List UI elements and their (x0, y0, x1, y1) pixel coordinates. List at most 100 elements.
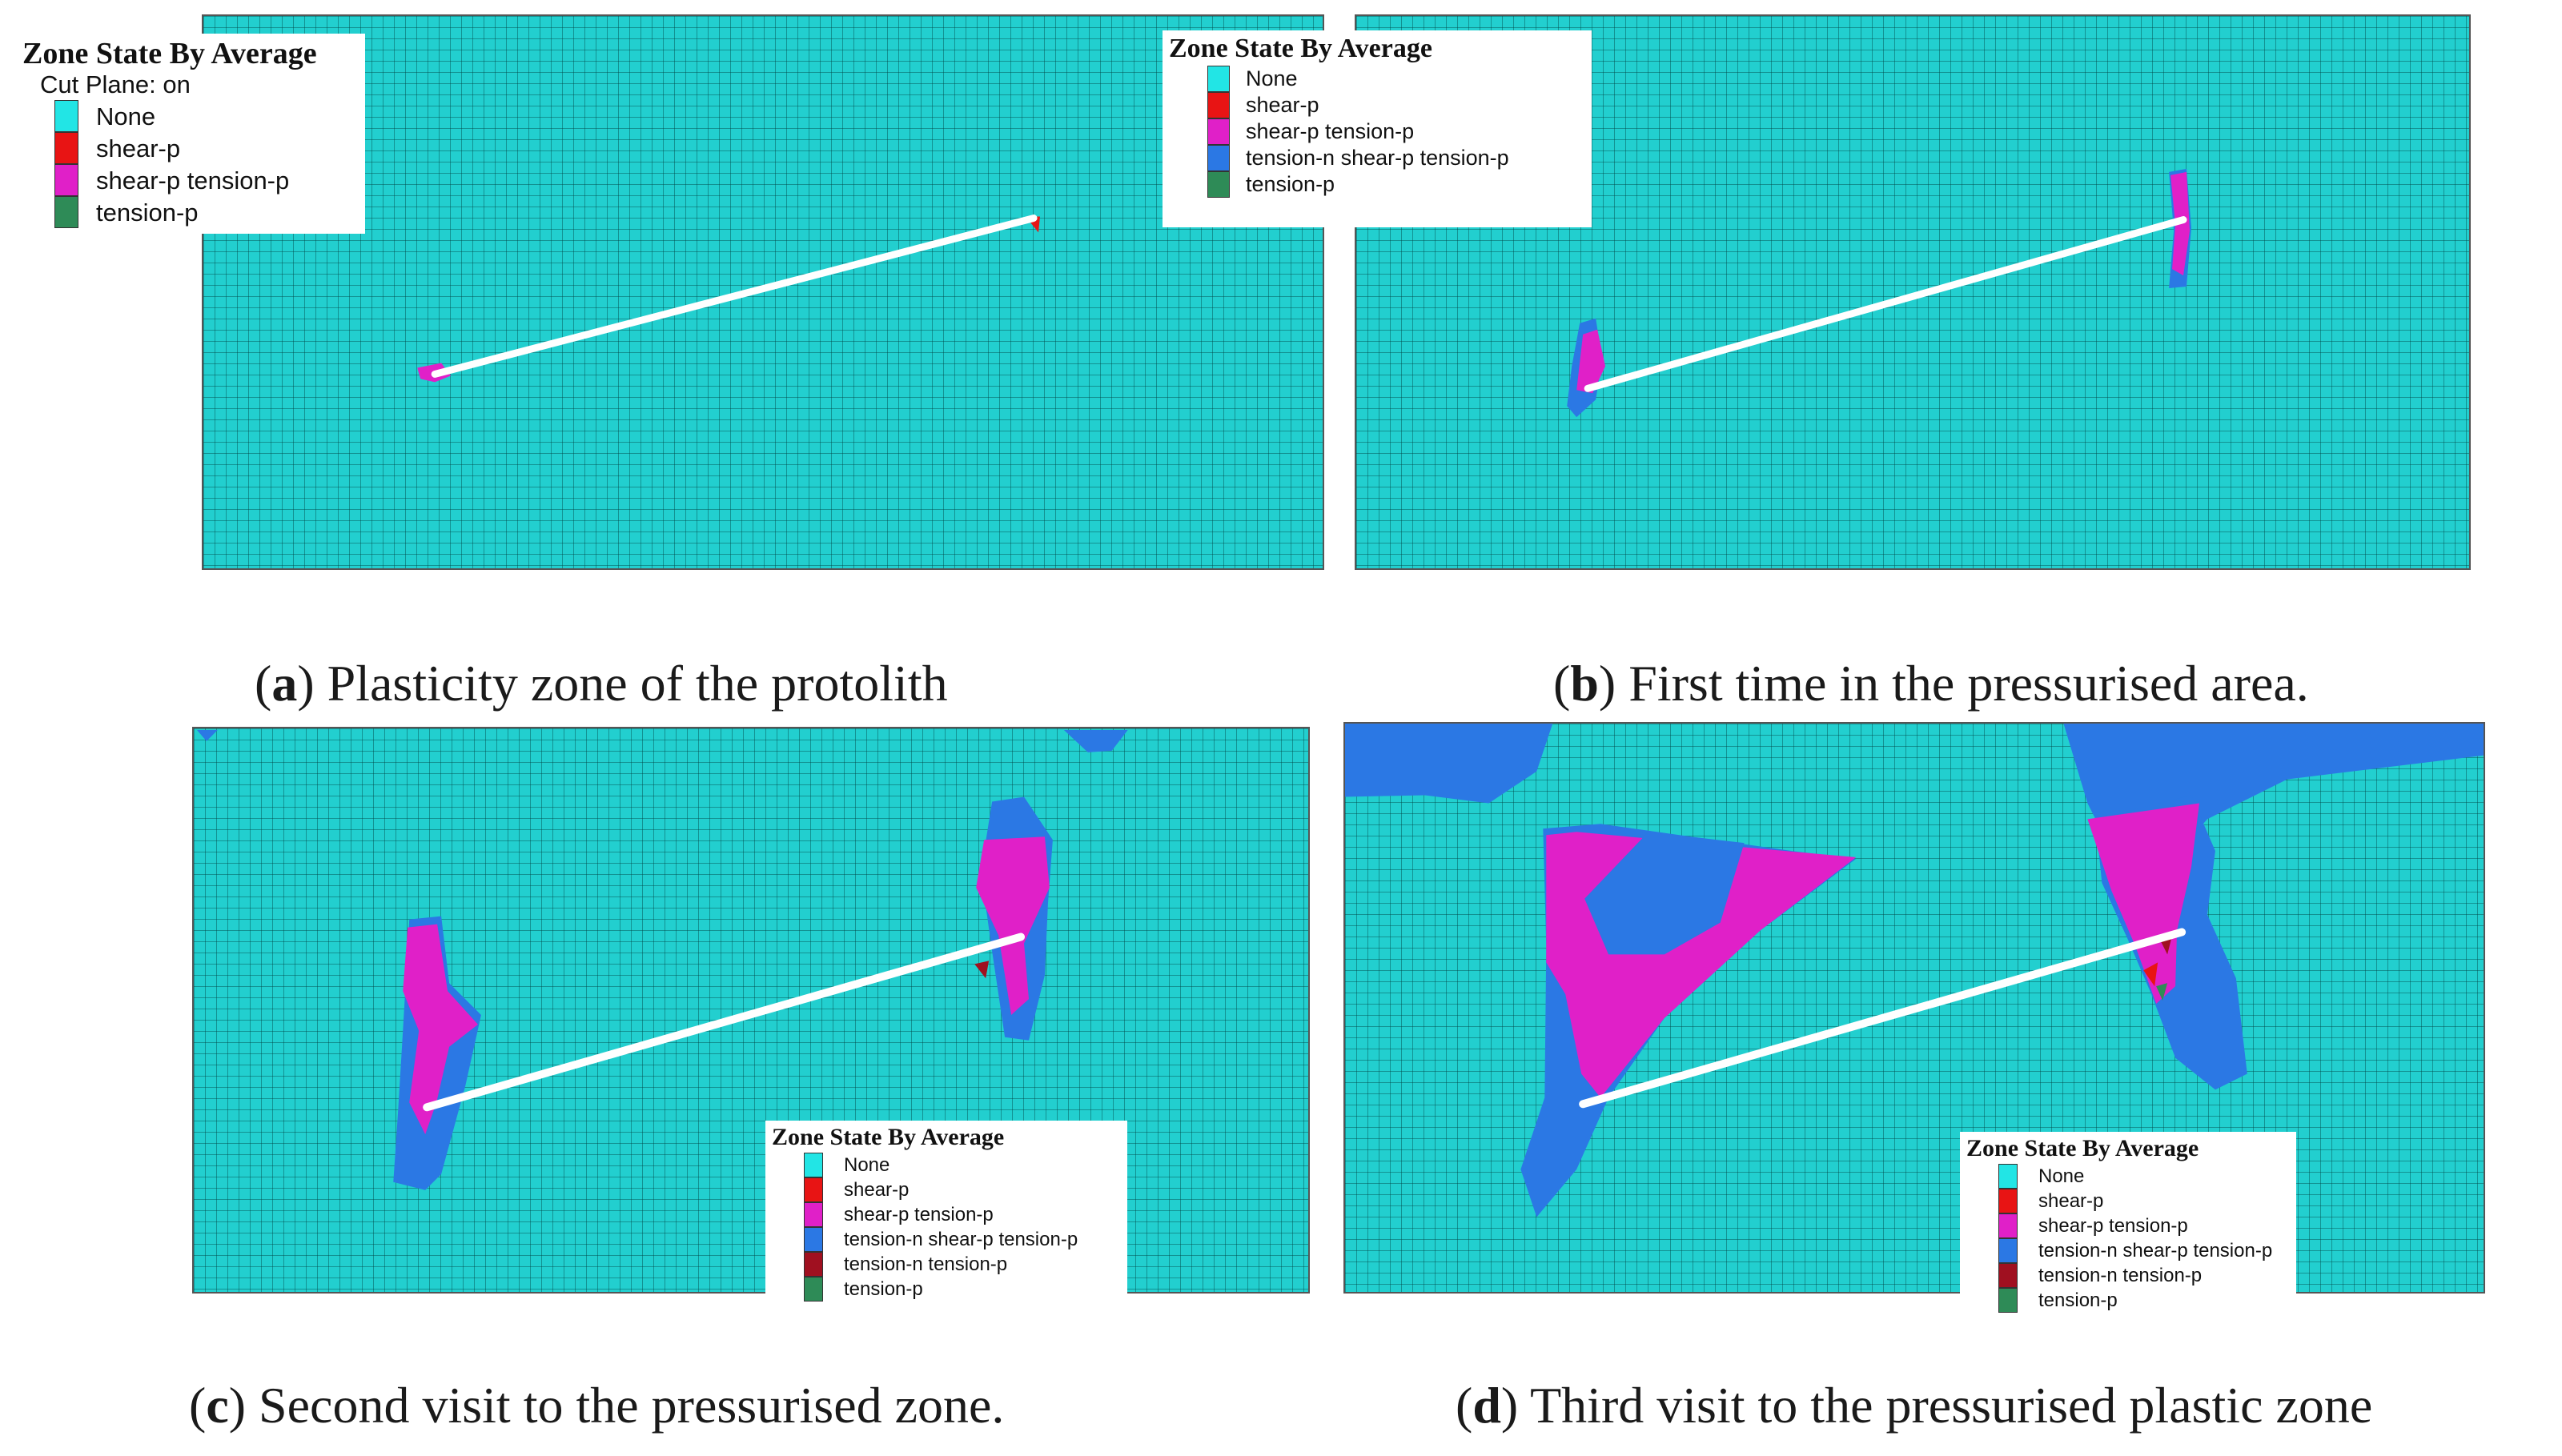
legend-item: tension-n tension-p (804, 1252, 1121, 1277)
legend-label: tension-p (1246, 172, 1335, 196)
tunnel-line-d (1579, 928, 2187, 1109)
caption-text: First time in the pressurised area. (1628, 655, 2309, 712)
legend-item: shear-p (804, 1177, 1121, 1202)
legend-item: shear-p (1998, 1189, 2290, 1213)
zone-shear-tension-right-d (2087, 803, 2199, 1005)
zone-shear-right-d (2143, 962, 2158, 987)
legend-swatch (1998, 1288, 2018, 1313)
legend-swatch (804, 1277, 823, 1302)
legend-swatch (804, 1252, 823, 1277)
legend-label: None (96, 102, 156, 130)
legend-label: shear-p tension-p (1246, 119, 1415, 143)
plastic-zone-plot-d (1345, 724, 2484, 1217)
legend-subtitle: Cut Plane: on (40, 70, 191, 98)
caption-text: Second visit to the pressurised zone. (259, 1377, 1005, 1434)
legend-swatch (1207, 66, 1230, 92)
legend-title: Zone State By Average (22, 37, 317, 70)
zone-tension-shear-left-inner-d (1584, 832, 1745, 955)
legend-swatch (1207, 171, 1230, 198)
legend-label: None (2038, 1165, 2085, 1187)
legend-label: tension-n shear-p tension-p (844, 1228, 1078, 1250)
legend-label: tension-n shear-p tension-p (1246, 146, 1509, 170)
caption-a: (a) Plasticity zone of the protolith (255, 655, 948, 712)
plastic-zone-plot-b (1567, 168, 2191, 418)
caption-letter: b (1570, 655, 1599, 712)
caption-b: (b) First time in the pressurised area. (1553, 655, 2309, 712)
tunnel-line-c (423, 933, 1026, 1112)
legend-items: None shear-p shear-p tension-p tension-n sh… (1966, 1164, 2290, 1313)
legend-label: shear-p tension-p (96, 166, 290, 195)
legend-panel-a: Zone State By Average Cut Plane: on None… (16, 34, 365, 234)
legend-swatch (1998, 1213, 2018, 1238)
legend-label: tension-n shear-p tension-p (2038, 1239, 2273, 1261)
legend-title: Zone State By Average (1966, 1135, 2199, 1161)
legend-label: tension-p (844, 1278, 923, 1300)
legend-swatch (1998, 1238, 2018, 1263)
legend-item: tension-p (54, 196, 359, 228)
legend-label: shear-p (844, 1178, 910, 1201)
legend-item: None (1207, 66, 1585, 92)
legend-swatch (1998, 1263, 2018, 1288)
legend-item: shear-p tension-p (804, 1202, 1121, 1227)
legend-label: tension-n tension-p (844, 1253, 1008, 1275)
tunnel-line-b (1584, 216, 2187, 392)
caption-text: Plasticity zone of the protolith (327, 655, 948, 712)
legend-label: shear-p (1246, 93, 1319, 117)
legend-swatch (1207, 118, 1230, 145)
legend-swatch (54, 164, 78, 196)
zone-tension-n-tension-right-c (974, 961, 990, 979)
zone-shear-tension-left-b (1576, 329, 1606, 394)
caption-text: Third visit to the pressurised plastic z… (1530, 1377, 2373, 1434)
caption-letter: c (206, 1377, 229, 1434)
legend-item: None (1998, 1164, 2290, 1189)
legend-swatch (1998, 1189, 2018, 1213)
legend-item: shear-p tension-p (1998, 1213, 2290, 1238)
legend-label: shear-p (2038, 1189, 2104, 1212)
caption-d: (d) Third visit to the pressurised plast… (1456, 1377, 2373, 1434)
zone-shear-tension-left-c (403, 924, 478, 1135)
zone-tension-p-right-d (2156, 983, 2168, 1001)
legend-title: Zone State By Average (772, 1124, 1005, 1150)
legend-label: shear-p tension-p (844, 1203, 994, 1225)
legend-item: None (804, 1153, 1121, 1177)
legend-items: None shear-p shear-p tension-p tension-n sh… (772, 1153, 1121, 1302)
legend-label: tension-p (2038, 1289, 2118, 1311)
legend-swatch (804, 1153, 823, 1177)
zone-tension-shear-top-right-c (1063, 729, 1128, 752)
legend-swatch (54, 132, 78, 164)
legend-item: shear-p tension-p (1207, 118, 1585, 145)
legend-swatch (1998, 1164, 2018, 1189)
legend-item: tension-n tension-p (1998, 1263, 2290, 1288)
legend-item: tension-p (1998, 1288, 2290, 1313)
legend-panel-d: Zone State By Average None shear-p shear-p… (1960, 1132, 2296, 1321)
legend-items: None shear-p shear-p tension-p tension-n sh… (1169, 66, 1585, 198)
legend-item: None (54, 100, 359, 132)
tunnel-line-a (431, 215, 1038, 378)
zone-tension-shear-top-left-c (196, 729, 218, 741)
zone-tension-shear-top-left-d (1345, 724, 1553, 804)
caption-letter: d (1472, 1377, 1501, 1434)
legend-label: shear-p (96, 134, 181, 162)
legend-swatch (54, 100, 78, 132)
legend-panel-b: Zone State By Average None shear-p shear-p… (1163, 30, 1592, 227)
legend-items: None shear-p shear-p tension-p tension-p (22, 100, 359, 228)
legend-swatch (1207, 92, 1230, 118)
legend-item: shear-p (54, 132, 359, 164)
caption-letter: a (271, 655, 298, 712)
legend-swatch (804, 1227, 823, 1252)
legend-item: shear-p tension-p (54, 164, 359, 196)
legend-title: Zone State By Average (1169, 34, 1432, 63)
legend-swatch (804, 1177, 823, 1202)
caption-c: (c) Second visit to the pressurised zone… (189, 1377, 1005, 1434)
mesh-panel-d (1343, 722, 2485, 1294)
legend-label: None (844, 1153, 890, 1176)
legend-label: tension-n tension-p (2038, 1264, 2203, 1286)
legend-label: tension-p (96, 198, 199, 227)
legend-item: shear-p (1207, 92, 1585, 118)
zone-shear-tension-right-c (976, 836, 1050, 1015)
mesh-panel-c (192, 727, 1310, 1294)
legend-item: tension-p (804, 1277, 1121, 1302)
mesh-panel-a (202, 14, 1324, 570)
plastic-zone-plot-a (417, 215, 1041, 383)
legend-label: None (1246, 66, 1298, 90)
